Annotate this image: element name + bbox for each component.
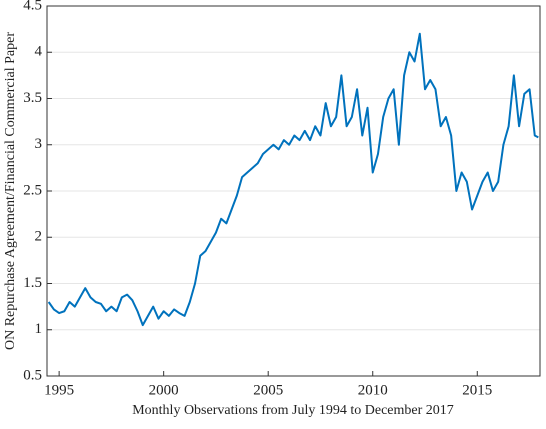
- x-tick-label: 2015: [462, 382, 492, 398]
- x-tick-label: 2005: [253, 382, 283, 398]
- y-tick-label: 3.5: [23, 90, 42, 106]
- data-line: [47, 32, 539, 327]
- y-axis-label: ON Repurchase Agreement/Financial Commer…: [3, 32, 18, 350]
- y-tick-label: 2.5: [23, 182, 42, 198]
- y-tick-label: 4: [35, 44, 43, 60]
- plot-frame: [46, 5, 541, 377]
- x-tick-label: 1995: [44, 382, 74, 398]
- y-tick-label: 2: [35, 229, 43, 245]
- x-tick-label: 2010: [358, 382, 388, 398]
- y-tick-label: 0.5: [23, 367, 42, 383]
- x-tick-label: 2000: [149, 382, 179, 398]
- x-axis-label: Monthly Observations from July 1994 to D…: [132, 403, 454, 418]
- y-tick-label: 1: [35, 321, 43, 337]
- y-tick-label: 1.5: [23, 275, 42, 291]
- y-tick-label: 3: [35, 136, 43, 152]
- y-tick-label: 4.5: [23, 0, 42, 13]
